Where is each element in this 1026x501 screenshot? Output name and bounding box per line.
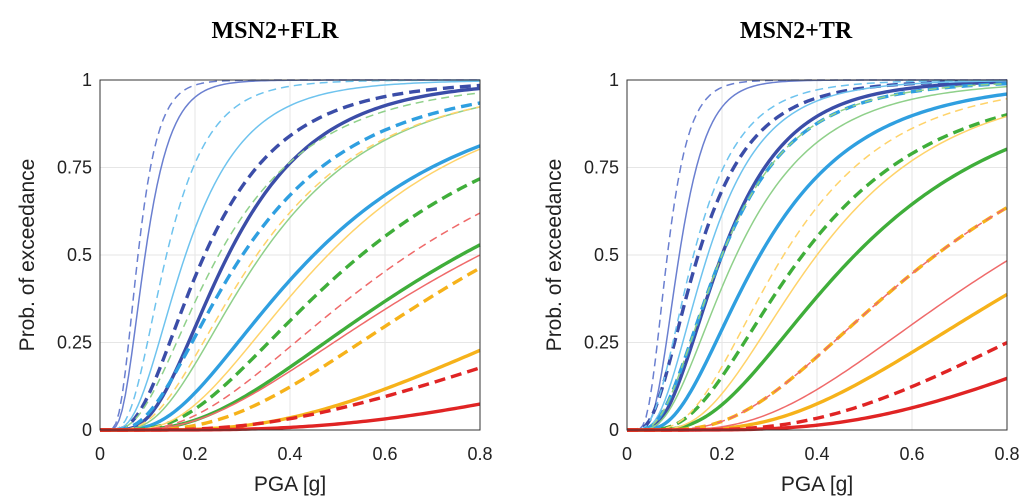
x-tick-label: 0.2 (709, 444, 734, 464)
fragility-curve (100, 266, 481, 432)
chart-panel-msn2-flr: MSN2+FLR 0 0.2 0.4 0.6 0.8 0 0.25 0.5 0.75 1 PGA… (16, 18, 493, 496)
fragility-curve (100, 92, 481, 431)
y-tick-label: 0 (82, 420, 92, 440)
x-tick-label: 0 (622, 444, 632, 464)
x-tick-label: 0.6 (372, 444, 397, 464)
fragility-curve (627, 82, 1008, 431)
fragility-curve (100, 80, 481, 431)
y-tick-labels: 0 0.25 0.5 0.75 1 (57, 70, 92, 440)
fragility-curve (627, 92, 1008, 432)
fragility-curve (100, 212, 481, 431)
fragility-curve (627, 81, 1008, 432)
fragility-curve (100, 83, 481, 432)
fragility-curve (100, 254, 481, 431)
x-axis-label: PGA [g] (254, 473, 326, 496)
fragility-curve (627, 79, 1008, 431)
fragility-curve (627, 147, 1008, 432)
x-tick-label: 0.6 (899, 444, 924, 464)
fragility-curve (627, 80, 1008, 432)
fragility-curve (100, 106, 481, 431)
fragility-curve (627, 115, 1008, 431)
x-tick-label: 0.8 (467, 444, 492, 464)
x-tick-label: 0.8 (994, 444, 1019, 464)
fragility-curve (627, 206, 1008, 431)
curves (100, 79, 481, 432)
y-tick-label: 0.25 (57, 333, 92, 353)
fragility-curve (627, 98, 1008, 431)
plot-frame (626, 79, 1008, 431)
fragility-curve (100, 148, 481, 431)
x-tick-labels: 0 0.2 0.4 0.6 0.8 (95, 444, 493, 464)
y-tick-label: 1 (82, 70, 92, 90)
x-tick-label: 0.4 (277, 444, 302, 464)
fragility-curve (100, 366, 481, 432)
x-tick-label: 0 (95, 444, 105, 464)
y-tick-label: 0.5 (594, 245, 619, 265)
x-tick-label: 0.2 (182, 444, 207, 464)
y-tick-label: 0.5 (67, 245, 92, 265)
y-axis-label: Prob. of exceedance (543, 159, 566, 352)
fragility-curve (100, 177, 481, 432)
x-tick-labels: 0 0.2 0.4 0.6 0.8 (622, 444, 1020, 464)
y-axis-label: Prob. of exceedance (16, 159, 39, 352)
y-tick-label: 1 (609, 70, 619, 90)
chart-panel-msn2-tr: MSN2+TR 0 0.2 0.4 0.6 0.8 0 0.25 0.5 0.75 1 PGA … (543, 18, 1020, 496)
y-tick-label: 0.75 (584, 158, 619, 178)
y-tick-label: 0.25 (584, 333, 619, 353)
chart-title: MSN2+FLR (211, 18, 339, 44)
chart-title: MSN2+TR (740, 18, 853, 44)
y-tick-labels: 0 0.25 0.5 0.75 1 (584, 70, 619, 440)
fragility-curve (627, 85, 1008, 431)
x-axis-label: PGA [g] (781, 473, 853, 496)
y-tick-label: 0 (609, 420, 619, 440)
x-tick-label: 0.4 (804, 444, 829, 464)
fragility-curve (627, 113, 1008, 432)
fragility-curve (100, 101, 481, 432)
plot-frame (99, 79, 481, 431)
fragility-curve (100, 144, 481, 432)
fragility-curve (627, 341, 1008, 432)
y-tick-label: 0.75 (57, 158, 92, 178)
fragility-curve (627, 80, 1008, 431)
fragility-curve (100, 106, 481, 431)
